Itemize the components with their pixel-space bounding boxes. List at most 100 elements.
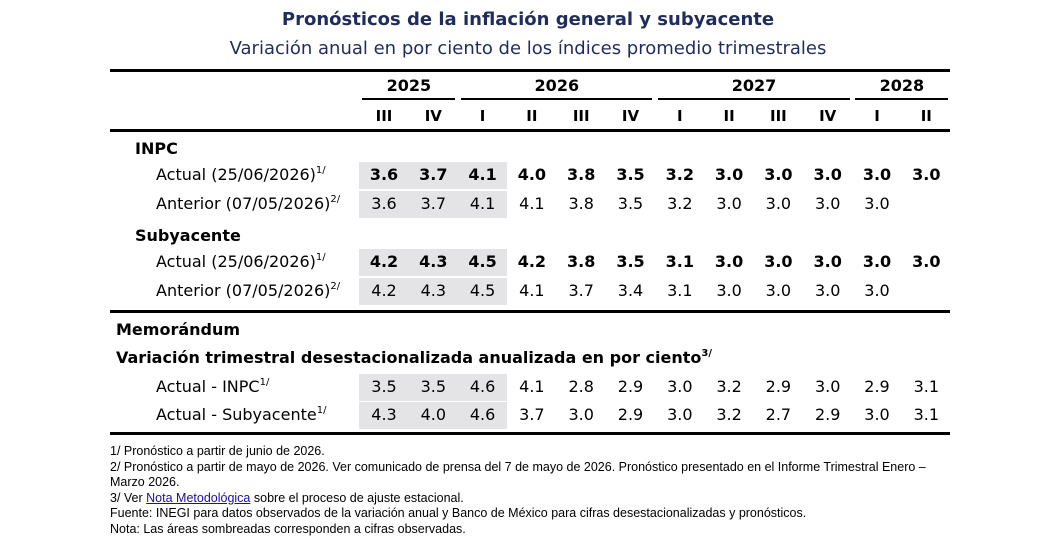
cell: 3.0: [765, 194, 792, 213]
cell: 4.3: [419, 252, 448, 271]
cell: 3.7: [519, 405, 545, 424]
cell: 4.6: [469, 405, 496, 424]
cell: 3.0: [862, 252, 892, 271]
row-label-text: Actual - INPC: [156, 377, 260, 396]
shade: [458, 249, 508, 276]
shade: [359, 249, 409, 276]
row-label: Actual - INPC1/: [156, 377, 269, 397]
cell: 3.0: [764, 252, 793, 271]
footnote-ref: 3/: [701, 348, 713, 359]
rule: [460, 98, 653, 100]
row-label-text: Anterior (07/05/2026): [156, 281, 331, 300]
cell: 3.8: [567, 165, 596, 184]
row-label: Anterior (07/05/2026)2/: [156, 194, 340, 214]
cell: 3.1: [913, 377, 940, 396]
quarter-label: I: [874, 107, 880, 125]
cell: 2.8: [568, 377, 594, 396]
footnote: Nota: Las áreas sombreadas corresponden …: [110, 521, 466, 536]
cell: 4.3: [420, 281, 447, 300]
cell: 3.0: [814, 194, 841, 213]
cell: 3.0: [714, 165, 744, 184]
cell: 2.9: [765, 377, 792, 396]
cell: 4.6: [469, 377, 496, 396]
quarter-label: IV: [819, 107, 837, 125]
quarter-label: I: [479, 107, 486, 125]
row-label-text: Actual - Subyacente: [156, 405, 317, 424]
cell: 2.9: [864, 377, 890, 396]
rule: [110, 129, 950, 132]
rule: [110, 432, 950, 435]
cell: 3.5: [617, 194, 644, 213]
cell: 3.1: [665, 252, 694, 271]
cell: 3.0: [813, 165, 842, 184]
quarter-label: II: [526, 107, 538, 125]
rule: [855, 98, 949, 100]
cell: 3.7: [420, 194, 447, 213]
year-label: 2026: [534, 76, 580, 95]
link[interactable]: Nota Metodológica: [146, 490, 251, 505]
quarter-label: III: [770, 107, 787, 125]
cell: 4.1: [519, 194, 545, 213]
footnotes: 1/ Pronóstico a partir de junio de 2026.…: [110, 444, 960, 537]
cell: 3.4: [617, 281, 644, 300]
row-label: Actual (25/06/2026)1/: [156, 165, 326, 185]
shade: [458, 191, 508, 218]
section-title: INPC: [135, 139, 178, 158]
cell: 4.0: [517, 165, 547, 184]
quarter-label: II: [920, 107, 932, 125]
shade: [408, 374, 458, 401]
shade: [359, 374, 409, 401]
shade: [408, 402, 458, 429]
cell: 3.5: [371, 377, 397, 396]
quarter-label: III: [375, 107, 393, 125]
cell: 4.2: [517, 252, 547, 271]
cell: 3.7: [568, 281, 594, 300]
cell: 3.2: [716, 405, 742, 424]
footnote-ref: 2/: [330, 194, 341, 205]
cell: 2.9: [617, 405, 644, 424]
cell: 4.2: [369, 252, 399, 271]
cell: 3.1: [667, 281, 693, 300]
footnote: 2/ Pronóstico a partir de mayo de 2026. …: [110, 459, 926, 490]
cell: 3.6: [369, 165, 399, 184]
cell: 3.2: [667, 194, 693, 213]
shade: [408, 249, 458, 276]
year-label: 2028: [879, 76, 925, 95]
shade: [359, 162, 409, 189]
quarter-label: I: [677, 107, 683, 125]
cell: 3.7: [419, 165, 448, 184]
cell: 3.5: [616, 165, 645, 184]
footnote-ref: 1/: [316, 405, 327, 416]
cell: 3.0: [764, 165, 793, 184]
footnote-text: 3/ Ver: [110, 490, 143, 505]
row-label-text: Anterior (07/05/2026): [156, 194, 331, 213]
memo-title: Memorándum: [116, 320, 241, 339]
cell: 3.0: [716, 194, 742, 213]
cell: 4.5: [468, 252, 497, 271]
footnote-text: sobre el proceso de ajuste estacional.: [253, 490, 464, 505]
cell: 4.1: [469, 194, 496, 213]
cell: 3.0: [765, 281, 792, 300]
cell: 3.0: [814, 377, 841, 396]
rule: [110, 69, 950, 72]
cell: 4.2: [371, 281, 397, 300]
cell: 3.0: [864, 194, 890, 213]
cell: 4.5: [469, 281, 496, 300]
cell: 3.0: [912, 252, 941, 271]
cell: 3.8: [567, 252, 596, 271]
cell: 3.5: [420, 377, 447, 396]
footnote: 3/ Ver Nota Metodológica sobre el proces…: [110, 491, 960, 507]
cell: 3.0: [813, 252, 842, 271]
rule: [110, 310, 950, 313]
shade: [458, 162, 508, 189]
cell: 3.2: [665, 165, 694, 184]
cell: 2.9: [617, 377, 644, 396]
quarter-label: IV: [621, 107, 640, 125]
shade: [359, 402, 409, 429]
cell: 3.0: [864, 281, 890, 300]
footnote-ref: 1/: [315, 252, 326, 263]
cell: 4.1: [468, 165, 497, 184]
cell: 3.8: [568, 194, 594, 213]
cell: 2.7: [765, 405, 792, 424]
